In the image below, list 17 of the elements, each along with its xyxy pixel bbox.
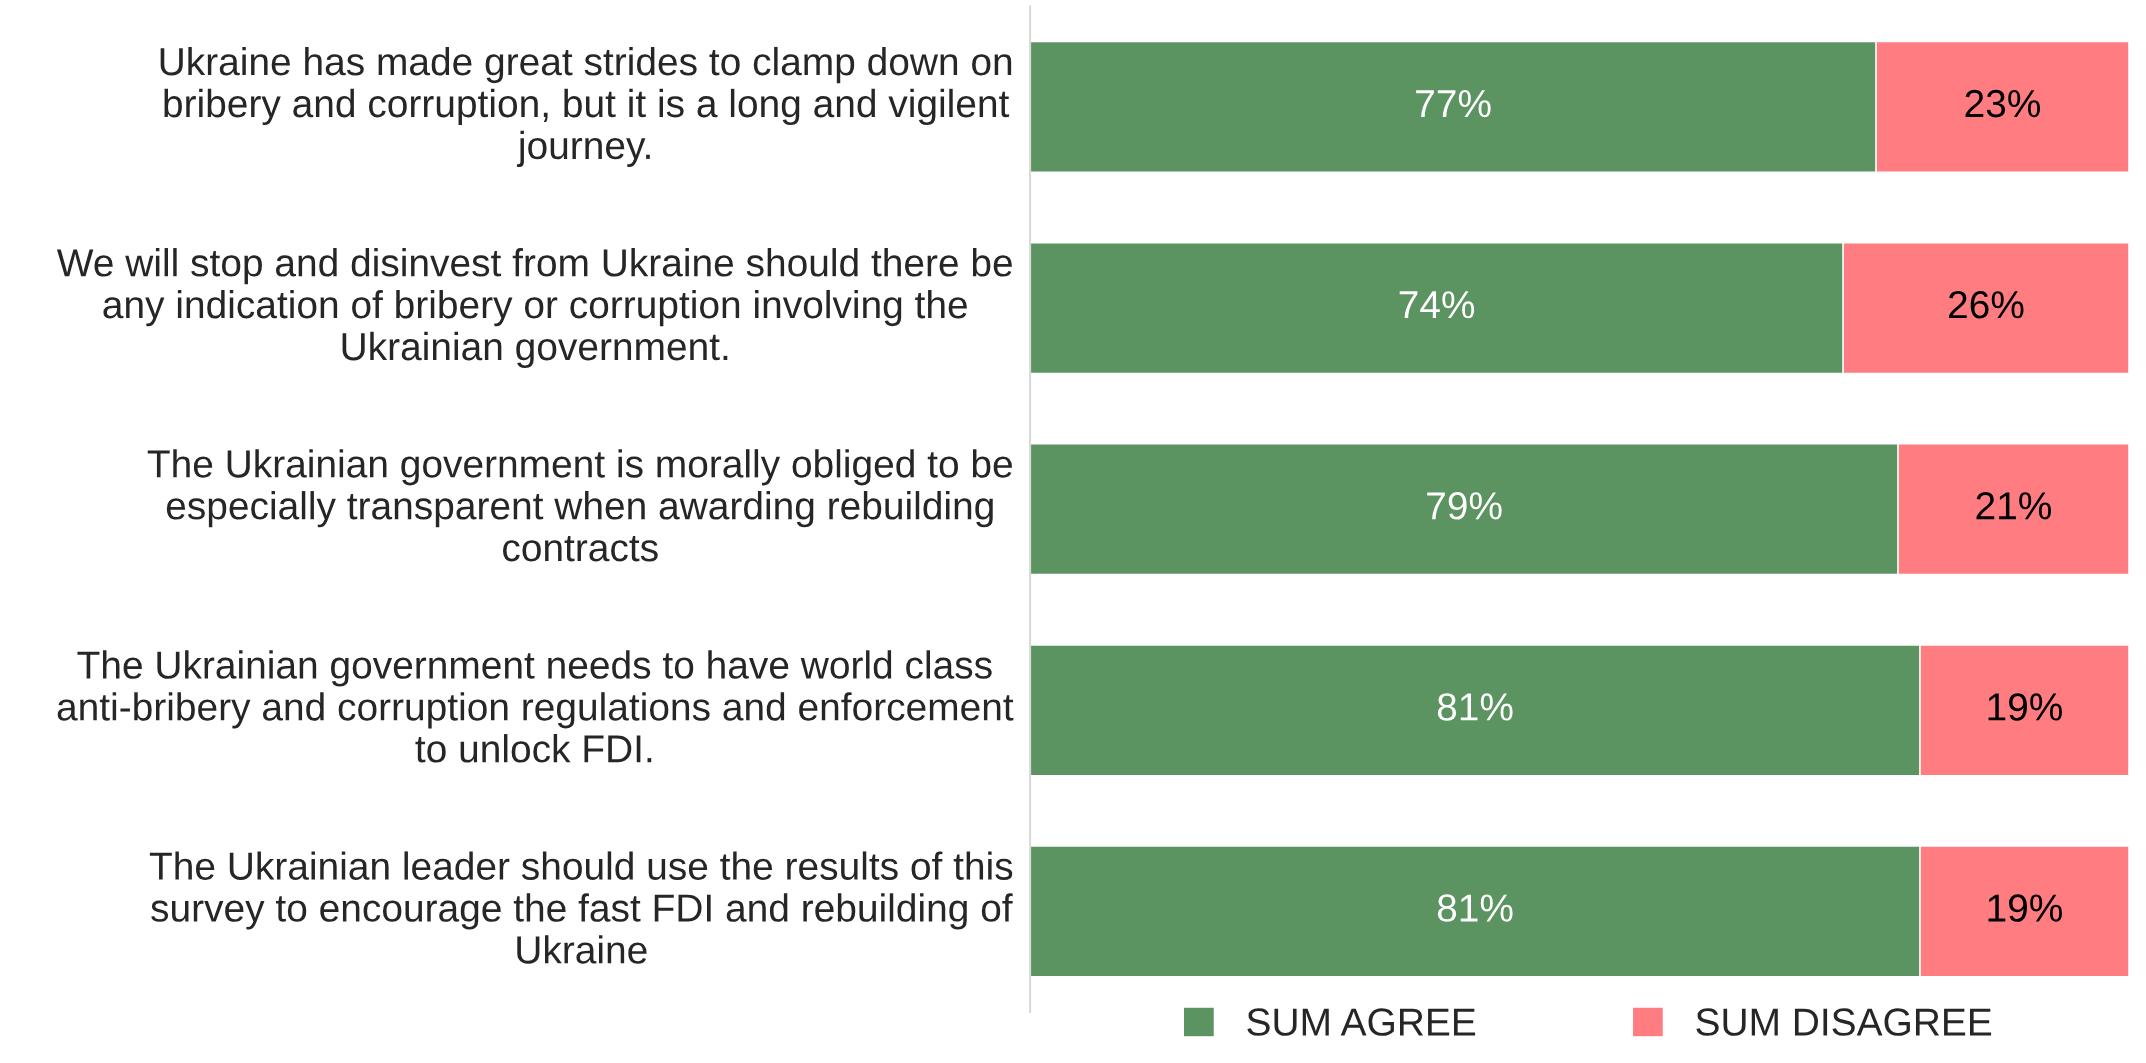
y-tick-label: The Ukrainian leader should use the results of this survey to encourage the fast FDI and rebuilding of Ukraine [149, 851, 1013, 964]
data-label: 77% [1416, 90, 1491, 118]
data-label: 23% [1965, 89, 2041, 118]
data-label: 19% [1988, 693, 2062, 721]
data-label: 81% [1437, 894, 1513, 922]
data-label: 19% [1988, 894, 2062, 922]
y-tick-label: The Ukrainian government is morally obliged to be especially transparent when awarding rebuilding contracts [147, 449, 1012, 562]
data-label: 79% [1427, 492, 1502, 520]
y-tick-label: We will stop and disinvest from Ukraine should there be any indication of bribery or corruption involving the Ukrainian government. [56, 248, 1012, 369]
data-label: 74% [1399, 291, 1475, 319]
y-tick-label: Ukraine has made great strides to clamp down on bribery and corruption, but it is a long and vigilent journey. [160, 46, 1012, 167]
legend-label: SUM AGREE [1247, 1008, 1476, 1036]
data-label: 21% [1976, 492, 2051, 520]
y-tick-label: The Ukrainian government needs to have world class anti-bribery and corruption regulations and enforcement to unlock FDI. [57, 650, 1014, 763]
data-label: 81% [1437, 693, 1513, 721]
data-label: 26% [1949, 290, 2024, 319]
legend-label: SUM DISAGREE [1696, 1008, 1992, 1036]
